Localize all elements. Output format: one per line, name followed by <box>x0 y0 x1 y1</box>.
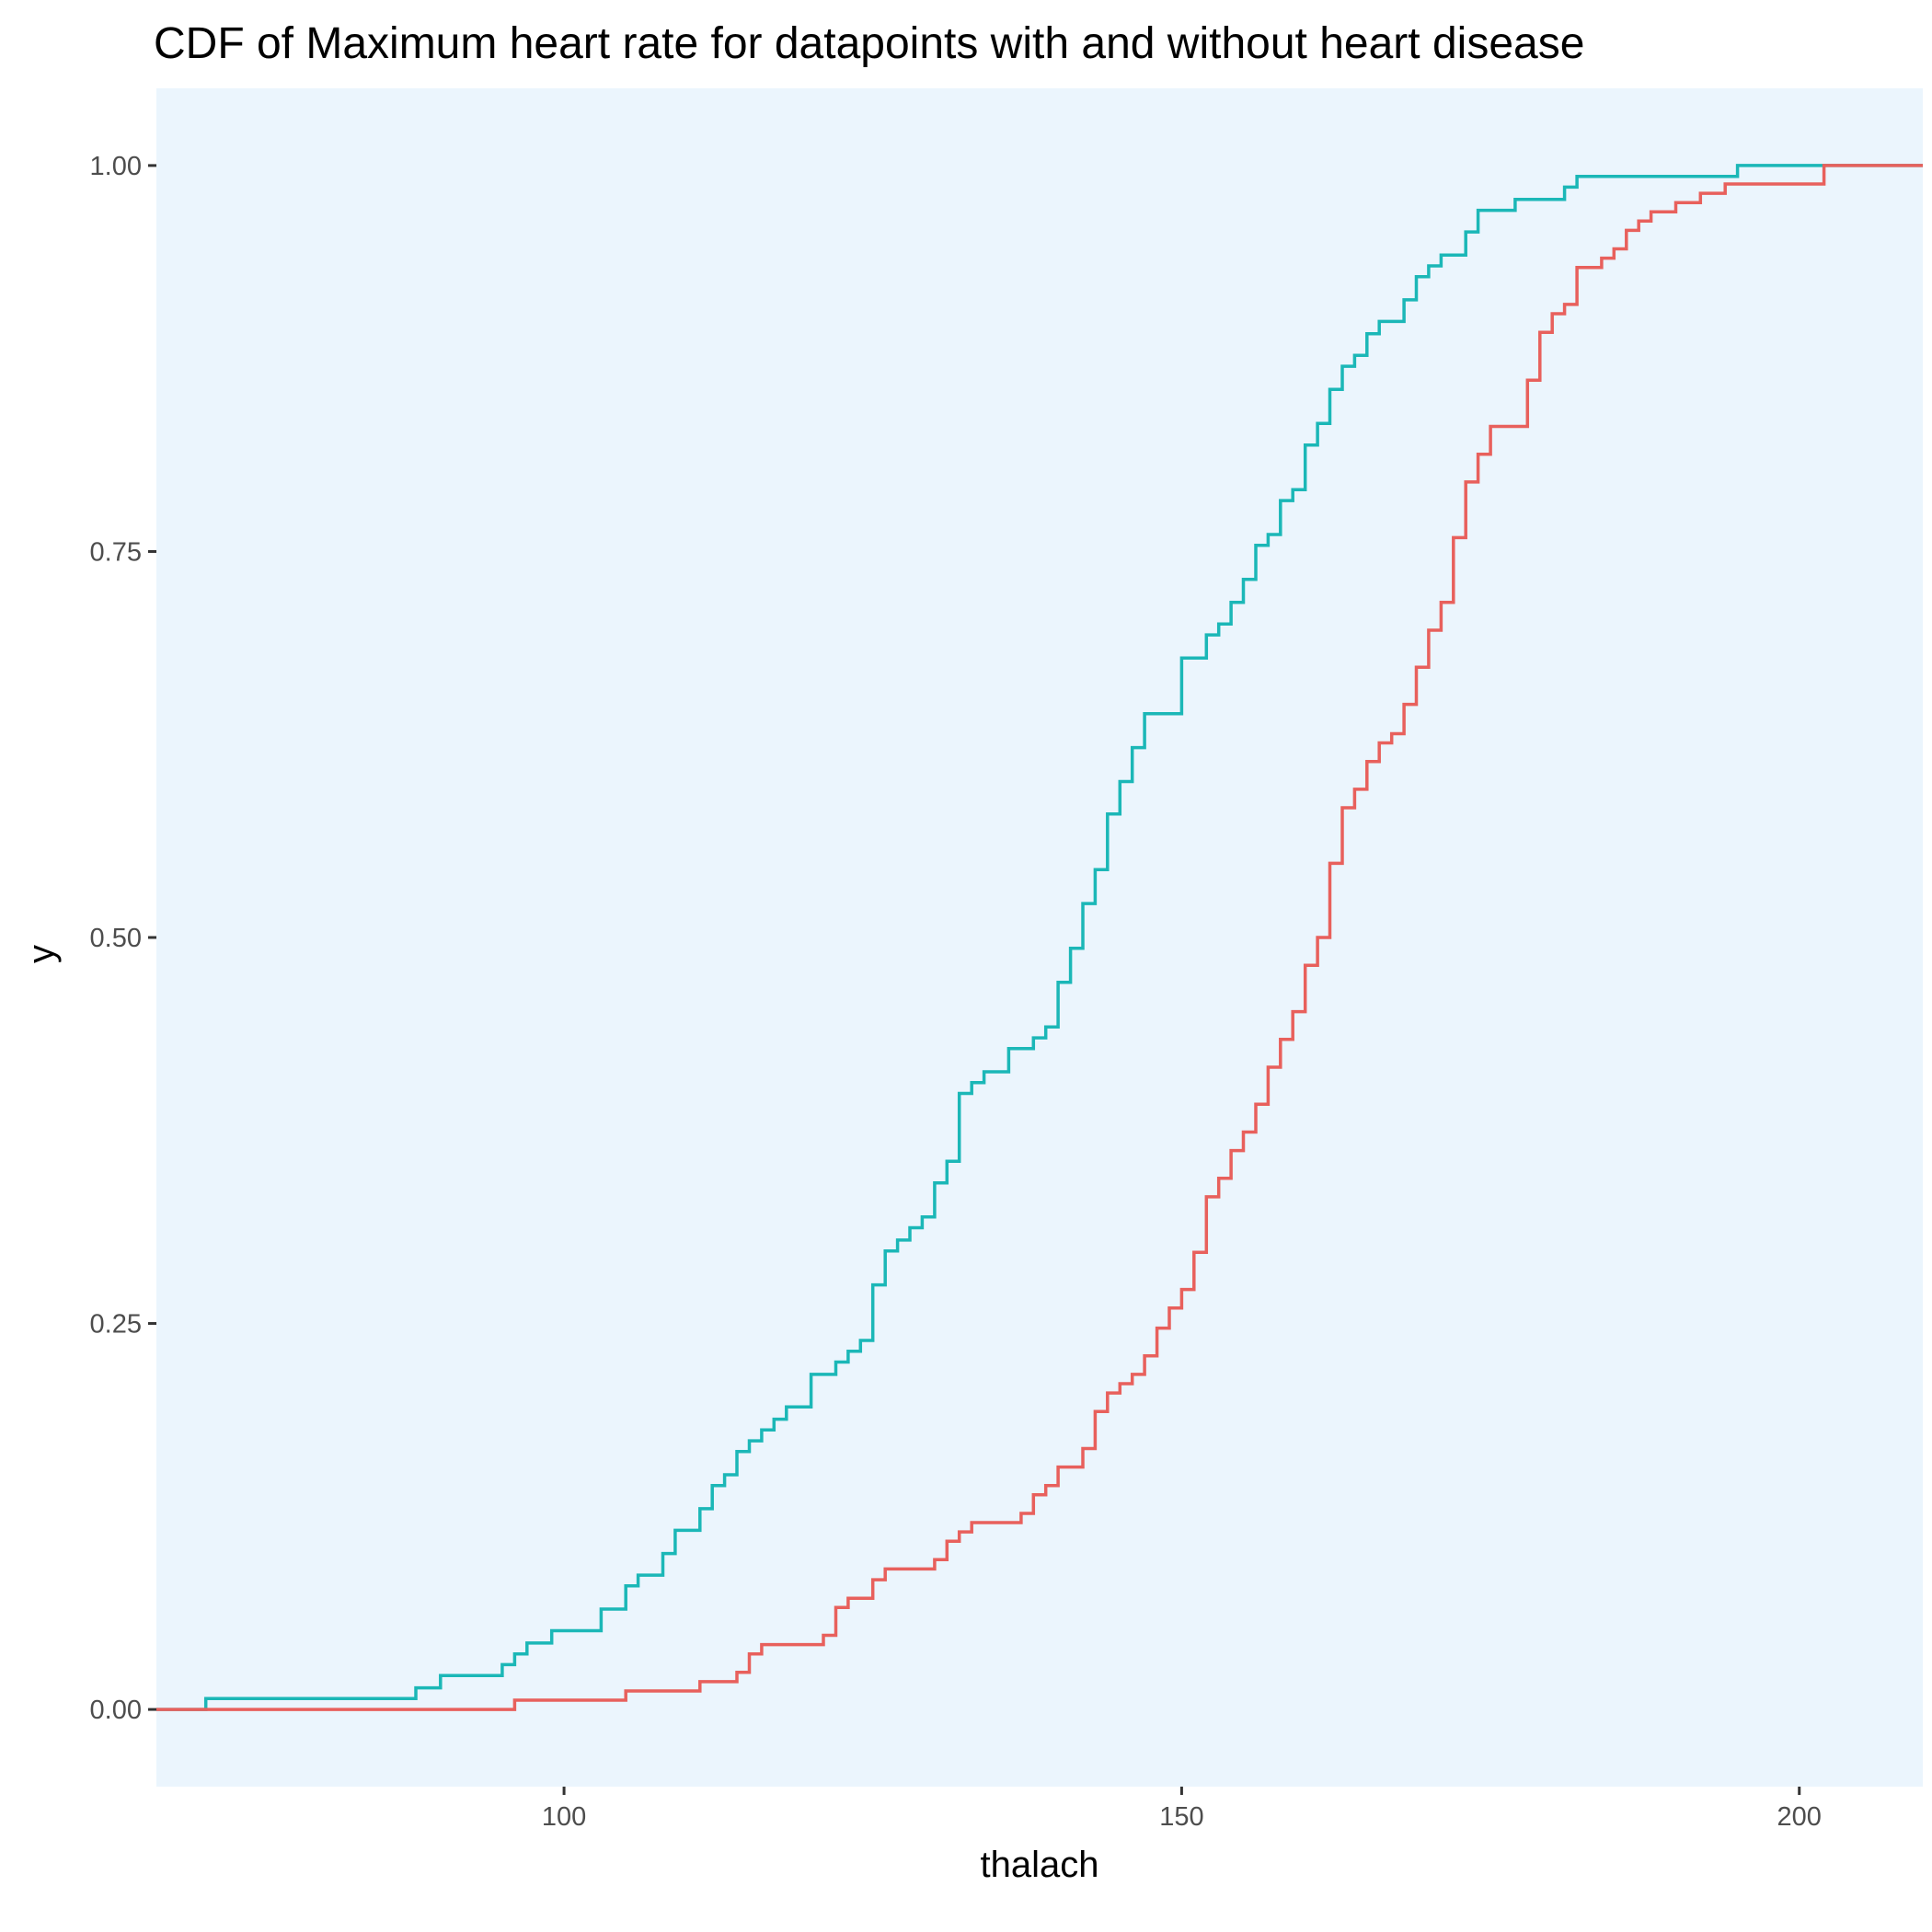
series-line-2 <box>156 164 1923 1711</box>
x-tick-label: 150 <box>1159 1802 1203 1832</box>
y-tick-label: 1.00 <box>90 152 142 181</box>
series-line-1 <box>156 164 1923 1711</box>
y-tick-label: 0.25 <box>90 1310 142 1340</box>
plot-background <box>156 88 1923 1787</box>
x-tick-label: 200 <box>1777 1802 1822 1832</box>
y-tick-label: 0.75 <box>90 537 142 567</box>
series-group <box>156 164 1923 1711</box>
chart-title: CDF of Maximum heart rate for datapoints… <box>154 19 1584 68</box>
x-tick-label: 100 <box>542 1802 586 1832</box>
y-tick-label: 0.00 <box>90 1696 142 1725</box>
y-axis-label: y <box>21 945 62 963</box>
x-axis-label: thalach <box>981 1845 1099 1885</box>
y-axis: 0.00 0.25 0.50 0.75 1.00 <box>90 152 156 1725</box>
x-axis: 100 150 200 <box>542 1787 1822 1832</box>
y-tick-label: 0.50 <box>90 924 142 953</box>
